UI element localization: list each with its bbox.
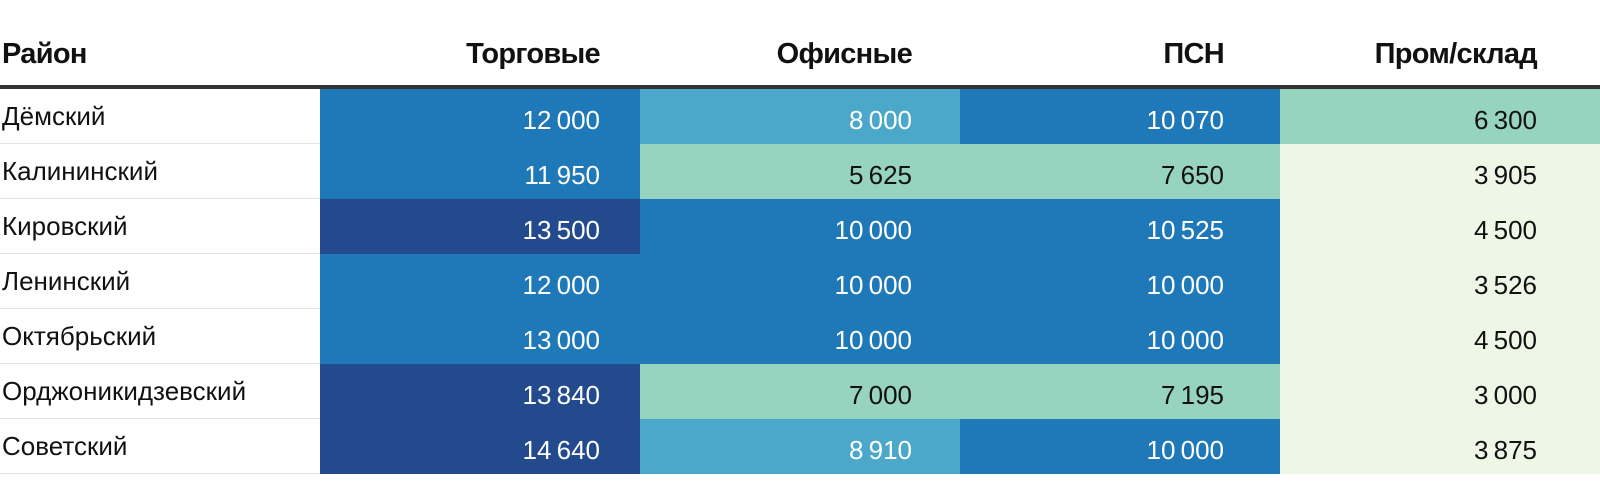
heatmap-cell: [320, 419, 640, 474]
heatmap-cell: [640, 364, 960, 419]
heatmap-cell: [960, 199, 1280, 254]
column-header-retail: Торговые: [466, 38, 601, 70]
heatmap-cell: [960, 89, 1280, 144]
cell-value: 7 650: [1160, 160, 1224, 190]
cell-value: 3 526: [1473, 270, 1537, 300]
cell-value: 8 000: [848, 105, 912, 135]
row-divider: [0, 418, 320, 419]
heatmap-cell: [1280, 89, 1600, 144]
cell-value: 10 000: [1146, 325, 1224, 355]
cell-value: 11 950: [524, 160, 600, 190]
cell-value: 8 910: [848, 435, 912, 465]
cell-value: 10 000: [1146, 270, 1224, 300]
table-row: Советский 14 640 8 910 10 000 3 875: [0, 419, 1600, 474]
cell-value: 4 500: [1473, 325, 1537, 355]
table-row: Орджоникидзевский 13 840 7 000 7 195 3 000: [0, 364, 1600, 419]
heatmap-cell: [1280, 254, 1600, 309]
heatmap-cell: [320, 144, 640, 199]
table-row: Октябрьский 13 000 10 000 10 000 4 500: [0, 309, 1600, 364]
row-divider: [0, 308, 320, 309]
heatmap-cell: [320, 309, 640, 364]
cell-value: 12 000: [522, 270, 600, 300]
column-header-office: Офисные: [776, 38, 913, 70]
heatmap-cell: [640, 199, 960, 254]
table-row: Дёмский 12 000 8 000 10 070 6 300: [0, 89, 1600, 144]
heatmap-cell: [960, 144, 1280, 199]
row-label: Октябрьский: [2, 321, 157, 351]
cell-value: 12 000: [522, 105, 600, 135]
heatmap-cell: [320, 364, 640, 419]
heatmap-cell: [640, 309, 960, 364]
cell-value: 7 195: [1160, 380, 1224, 410]
row-divider: [0, 143, 320, 144]
row-label: Советский: [2, 431, 128, 461]
cell-value: 10 000: [834, 325, 912, 355]
heatmap-cell: [640, 419, 960, 474]
column-header-district: Район: [2, 38, 87, 70]
heatmap-cell: [1280, 364, 1600, 419]
heatmap-cell: [1280, 309, 1600, 364]
row-divider: [0, 253, 320, 254]
cell-value: 13 840: [522, 380, 600, 410]
cell-value: 6 300: [1473, 105, 1537, 135]
heatmap-cell: [320, 199, 640, 254]
cell-value: 4 500: [1473, 215, 1537, 245]
table-row: Калининский 11 950 5 625 7 650 3 905: [0, 144, 1600, 199]
heatmap-cell: [1280, 144, 1600, 199]
row-label: Калининский: [2, 156, 158, 186]
cell-value: 14 640: [522, 435, 600, 465]
heatmap-cell: [320, 254, 640, 309]
row-label: Орджоникидзевский: [2, 376, 247, 406]
heatmap-cell: [320, 89, 640, 144]
row-label: Ленинский: [2, 266, 131, 296]
column-header-psn: ПСН: [1163, 38, 1224, 70]
cell-value: 10 000: [834, 270, 912, 300]
heatmap-cell: [640, 254, 960, 309]
cell-value: 5 625: [848, 160, 912, 190]
heatmap-cell: [1280, 199, 1600, 254]
cell-value: 3 000: [1473, 380, 1537, 410]
cell-value: 10 070: [1146, 105, 1224, 135]
header-rule: [0, 85, 1600, 89]
cell-value: 10 525: [1146, 215, 1224, 245]
heatmap-cell: [960, 254, 1280, 309]
table-row: Ленинский 12 000 10 000 10 000 3 526: [0, 254, 1600, 309]
cell-value: 3 875: [1473, 435, 1537, 465]
cell-value: 10 000: [1146, 435, 1224, 465]
cell-value: 13 500: [522, 215, 600, 245]
cell-value: 3 905: [1473, 160, 1537, 190]
cell-value: 13 000: [522, 325, 600, 355]
heatmap-cell: [640, 89, 960, 144]
heatmap-cell: [960, 419, 1280, 474]
header-row: Район Торговые Офисные ПСН Пром/склад: [0, 0, 1600, 89]
heatmap-cell: [960, 364, 1280, 419]
row-label: Дёмский: [2, 101, 106, 131]
row-divider: [0, 198, 320, 199]
heatmap-cell: [1280, 419, 1600, 474]
row-divider: [0, 363, 320, 364]
row-label: Кировский: [2, 211, 128, 241]
row-divider: [0, 473, 320, 474]
heatmap-cell: [640, 144, 960, 199]
table-row: Кировский 13 500 10 000 10 525 4 500: [0, 199, 1600, 254]
cell-value: 7 000: [848, 380, 912, 410]
cell-value: 10 000: [834, 215, 912, 245]
column-header-industrial: Пром/склад: [1374, 38, 1538, 70]
heatmap-cell: [960, 309, 1280, 364]
